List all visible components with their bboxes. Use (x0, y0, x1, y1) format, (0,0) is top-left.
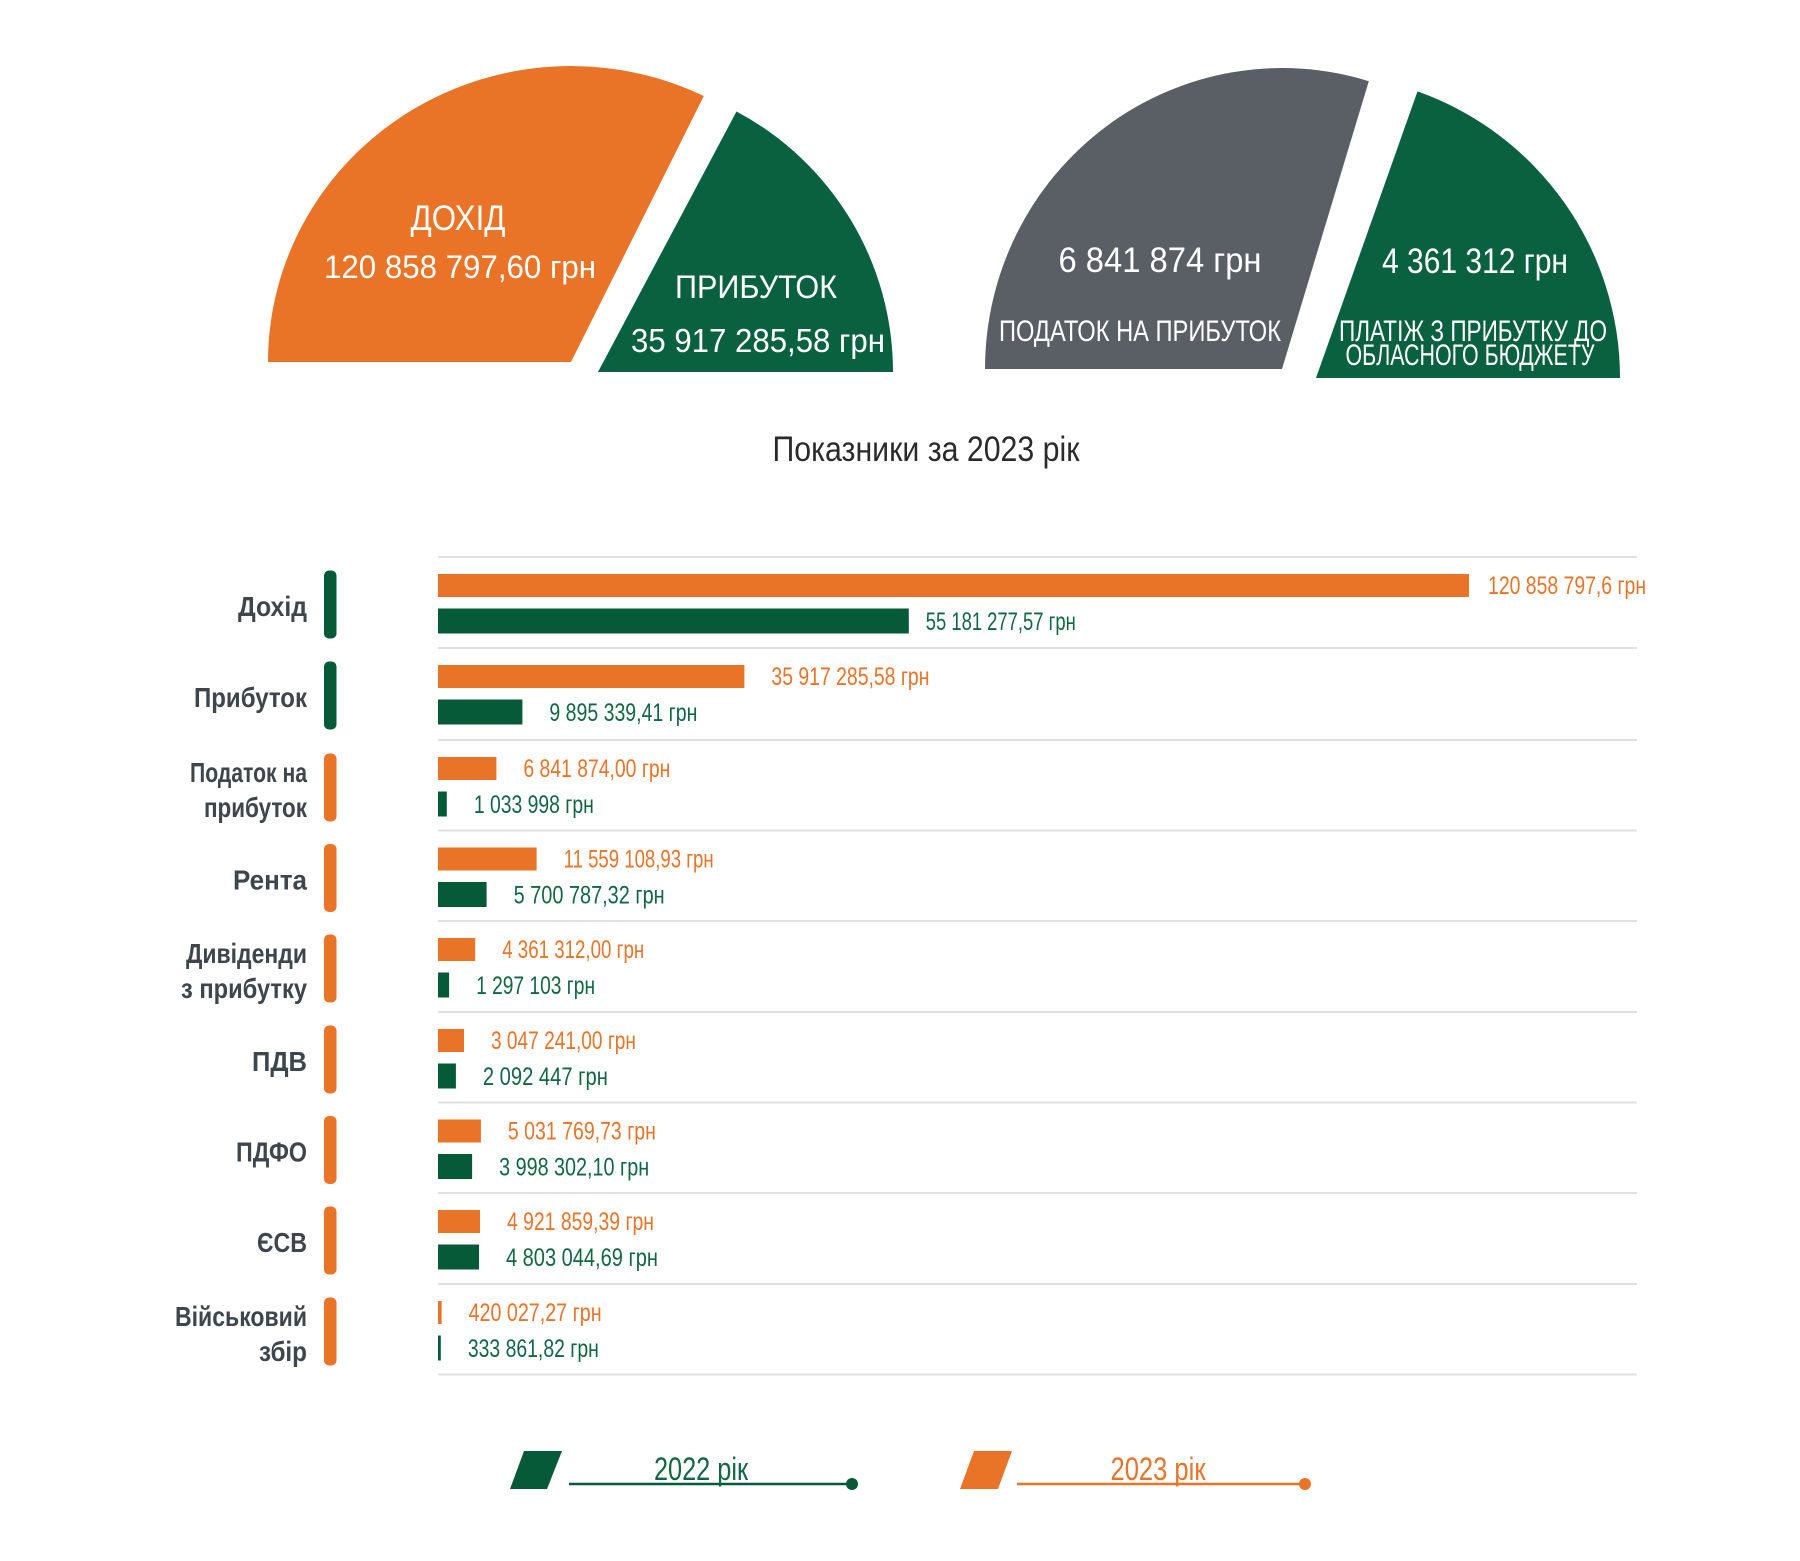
svg-text:4 921 859,39 грн: 4 921 859,39 грн (507, 1208, 654, 1236)
svg-text:Прибуток: Прибуток (194, 682, 308, 713)
svg-text:35 917 285,58 грн: 35 917 285,58 грн (771, 663, 929, 691)
svg-text:ПДФО: ПДФО (236, 1137, 307, 1168)
svg-text:1 033 998 грн: 1 033 998 грн (474, 791, 594, 819)
svg-text:2023 рік: 2023 рік (1111, 1451, 1207, 1487)
svg-text:333 861,82 грн: 333 861,82 грн (468, 1335, 599, 1363)
svg-text:ПДВ: ПДВ (252, 1046, 307, 1077)
svg-text:55 181 277,57 грн: 55 181 277,57 грн (926, 608, 1076, 636)
svg-text:ОБЛАСНОГО БЮДЖЕТУ: ОБЛАСНОГО БЮДЖЕТУ (1346, 339, 1596, 372)
svg-text:6 841 874 грн: 6 841 874 грн (1059, 241, 1262, 280)
svg-text:Дохід: Дохід (238, 591, 307, 622)
svg-text:5 031 769,73 грн: 5 031 769,73 грн (508, 1118, 656, 1146)
svg-text:ДОХІД: ДОХІД (411, 199, 506, 238)
svg-text:4 361 312,00 грн: 4 361 312,00 грн (502, 936, 644, 964)
svg-text:з прибутку: з прибутку (181, 973, 307, 1004)
svg-text:Рента: Рента (233, 865, 307, 896)
svg-text:Військовий: Військовий (175, 1301, 307, 1332)
svg-text:збір: збір (259, 1336, 307, 1367)
svg-text:4 803 044,69 грн: 4 803 044,69 грн (506, 1244, 658, 1272)
svg-text:1 297 103 грн: 1 297 103 грн (476, 972, 595, 1000)
svg-text:120 858 797,6 грн: 120 858 797,6 грн (1488, 572, 1646, 600)
svg-text:Податок на: Податок на (190, 757, 307, 788)
svg-text:2022 рік: 2022 рік (654, 1451, 749, 1487)
svg-text:120 858 797,60 грн: 120 858 797,60 грн (324, 249, 596, 285)
svg-text:Дивіденди: Дивіденди (186, 938, 307, 969)
svg-text:6 841 874,00 грн: 6 841 874,00 грн (523, 755, 670, 783)
svg-text:3 047 241,00 грн: 3 047 241,00 грн (491, 1027, 636, 1055)
svg-text:420 027,27 грн: 420 027,27 грн (469, 1299, 602, 1327)
svg-text:3 998 302,10 грн: 3 998 302,10 грн (499, 1154, 649, 1182)
svg-text:2 092 447 грн: 2 092 447 грн (483, 1063, 608, 1091)
svg-text:ПЛАТІЖ З ПРИБУТКУ ДО: ПЛАТІЖ З ПРИБУТКУ ДО (1339, 315, 1607, 348)
svg-text:ЄСВ: ЄСВ (257, 1227, 307, 1258)
svg-text:9 895 339,41 грн: 9 895 339,41 грн (549, 699, 697, 727)
svg-text:Показники за 2023 рік: Показники за 2023 рік (773, 430, 1081, 469)
svg-text:прибуток: прибуток (204, 792, 308, 823)
svg-text:5 700 787,32 грн: 5 700 787,32 грн (514, 882, 665, 910)
svg-text:ПРИБУТОК: ПРИБУТОК (675, 269, 837, 305)
svg-text:ПОДАТОК НА ПРИБУТОК: ПОДАТОК НА ПРИБУТОК (999, 315, 1281, 348)
svg-text:4 361 312 грн: 4 361 312 грн (1382, 242, 1568, 281)
svg-text:11 559 108,93 грн: 11 559 108,93 грн (564, 846, 714, 874)
svg-text:35 917 285,58 грн: 35 917 285,58 грн (631, 322, 885, 359)
